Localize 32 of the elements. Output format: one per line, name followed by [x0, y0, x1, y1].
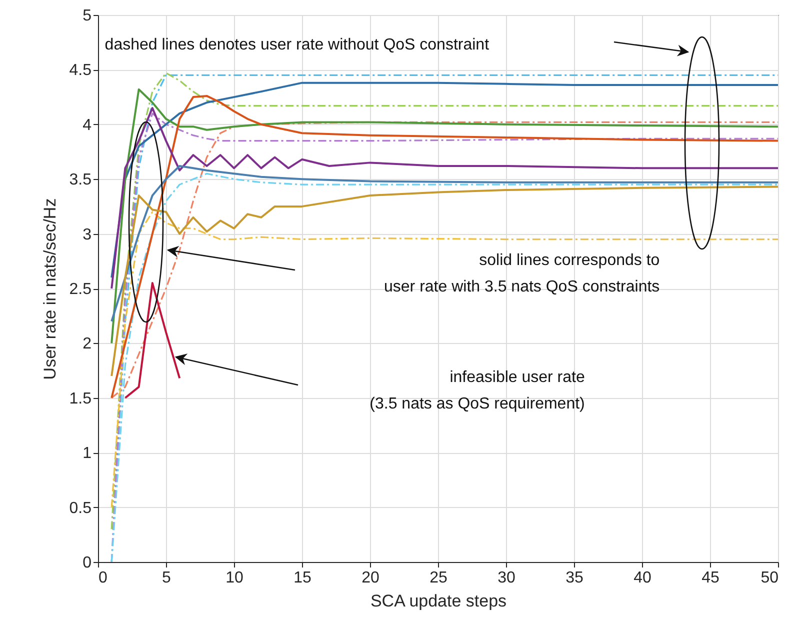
x-tick-label: 35	[566, 570, 584, 586]
annotation: infeasible user rate (3.5 nats as QoS requirement)	[370, 369, 585, 412]
annotation: dashed lines denotes user rate without QoS constraint	[104, 36, 490, 54]
x-tick-label: 0	[98, 570, 108, 586]
x-tick-label: 40	[634, 570, 652, 586]
y-tick-label: 4.5	[69, 62, 92, 80]
y-axis-title: User rate in nats/sec/Hz	[40, 198, 60, 380]
y-tick-label: 1.5	[69, 390, 92, 408]
x-tick-label: 20	[362, 570, 380, 586]
y-tick-label: 4	[82, 116, 92, 134]
y-tick-label: 3	[82, 226, 92, 244]
y-tick-label: 5	[82, 8, 92, 24]
x-tick-label: 10	[226, 570, 244, 586]
line-series	[124, 282, 181, 399]
x-axis-title: SCA update steps	[370, 592, 507, 610]
y-tick-label: 0.5	[69, 500, 92, 517]
x-tick-label: 30	[498, 570, 516, 586]
y-tick-label: 1	[82, 445, 92, 462]
x-tick-label: 25	[430, 570, 448, 586]
annotation: solid lines corresponds to user rate with 3.5 nats QoS constraints	[384, 252, 660, 296]
line-series	[110, 164, 778, 322]
y-tick-label: 2	[82, 336, 92, 353]
x-tick-label: 45	[702, 570, 720, 586]
y-tick-label: 0	[82, 554, 92, 572]
x-tick-label: 50	[760, 570, 779, 586]
x-tick-label: 15	[294, 570, 312, 586]
line-series	[110, 211, 778, 508]
x-tick-label: 5	[162, 570, 172, 586]
y-tick-label: 2.5	[69, 281, 92, 298]
y-tick-label: 3.5	[69, 172, 92, 189]
line-series	[110, 88, 778, 344]
line-series	[110, 82, 778, 279]
